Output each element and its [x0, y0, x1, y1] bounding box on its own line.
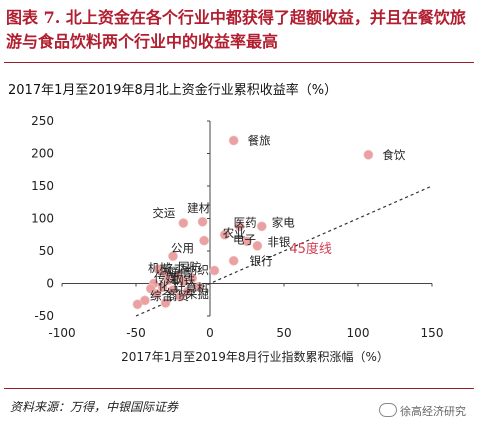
cluster-point-label: 国防: [178, 260, 201, 274]
figure-title: 图表 7. 北上资金在各个行业中都获得了超额收益，并且在餐饮旅游与食品饮料两个行…: [6, 8, 466, 51]
data-point: [168, 251, 178, 262]
y-tick-label: 250: [31, 114, 54, 128]
data-point: [209, 265, 220, 276]
x-axis-label: 2017年1月至2019年8月行业指数累积涨幅（%）: [121, 349, 389, 364]
point-label: 家电: [272, 215, 295, 229]
point-label: 医药: [234, 215, 257, 229]
point-label: 公用: [171, 241, 194, 255]
data-point: [234, 221, 245, 232]
data-point: [256, 221, 267, 232]
point-label: 食饮: [382, 148, 405, 162]
data-point: [157, 282, 168, 293]
x-tick-label: 0: [206, 326, 214, 340]
data-point: [175, 291, 186, 302]
data-point: [199, 235, 209, 246]
x-tick-label: 50: [276, 326, 291, 340]
wechat-icon: [379, 403, 397, 417]
data-point: [252, 240, 263, 251]
data-point: [178, 218, 189, 228]
y-tick-label: 150: [31, 179, 54, 193]
watermark: 徐高经济研究: [379, 403, 466, 419]
chart-title: 2017年1月至2019年8月北上资金行业累积收益率（%）: [8, 83, 338, 98]
reference-line-label: 45度线: [289, 241, 332, 257]
x-tick-label: -100: [48, 326, 75, 340]
watermark-text: 徐高经济研究: [400, 405, 466, 418]
y-tick-label: 0: [46, 277, 54, 291]
point-label: 建材: [187, 201, 210, 215]
data-point: [228, 255, 239, 266]
cluster-point-label: 轻工: [162, 262, 185, 276]
title-divider: [4, 62, 474, 63]
source-divider: [4, 388, 474, 389]
point-label: 交运: [152, 206, 175, 220]
cluster-point-label: 化工: [158, 279, 181, 293]
cluster-point-label: 计算机: [174, 281, 209, 295]
data-point: [363, 149, 374, 160]
data-point: [153, 264, 164, 275]
data-point: [163, 275, 174, 286]
y-tick-label: -50: [34, 309, 54, 323]
data-point: [187, 273, 198, 284]
y-tick-label: 100: [31, 212, 54, 226]
x-tick-label: -50: [126, 326, 146, 340]
data-point: [160, 298, 171, 308]
data-point: [172, 270, 183, 281]
data-point: [197, 216, 208, 227]
x-tick-label: 150: [421, 326, 444, 340]
data-point: [178, 276, 189, 287]
cluster-point-label: 采掘: [186, 287, 209, 301]
data-point: [228, 135, 239, 146]
data-point: [193, 281, 204, 292]
cluster-point-label: 机械: [148, 261, 171, 275]
data-point: [242, 236, 252, 247]
cluster-point-label: 综合: [150, 289, 173, 303]
data-point: [132, 299, 143, 310]
source-note: 资料来源：万得，中银国际证券: [10, 400, 179, 414]
point-label: 电子: [233, 232, 256, 246]
y-tick-label: 200: [31, 147, 54, 161]
point-label: 农业: [223, 226, 246, 240]
data-point: [182, 286, 193, 297]
point-label: 非银: [267, 235, 290, 249]
cluster-point-label: 商贸: [166, 289, 189, 303]
x-tick-label: 100: [347, 326, 370, 340]
data-point: [145, 283, 156, 294]
cluster-point-label: 传媒: [154, 271, 177, 285]
point-label: 餐旅: [248, 134, 271, 148]
cluster-point-label: 通信: [168, 265, 191, 279]
data-point: [219, 229, 230, 240]
cluster-point-label: 纺织: [186, 263, 209, 277]
cluster-point-label: 钢铁: [172, 273, 195, 287]
data-point: [168, 285, 178, 295]
point-label: 银行: [250, 254, 273, 268]
y-tick-label: 50: [39, 244, 54, 258]
